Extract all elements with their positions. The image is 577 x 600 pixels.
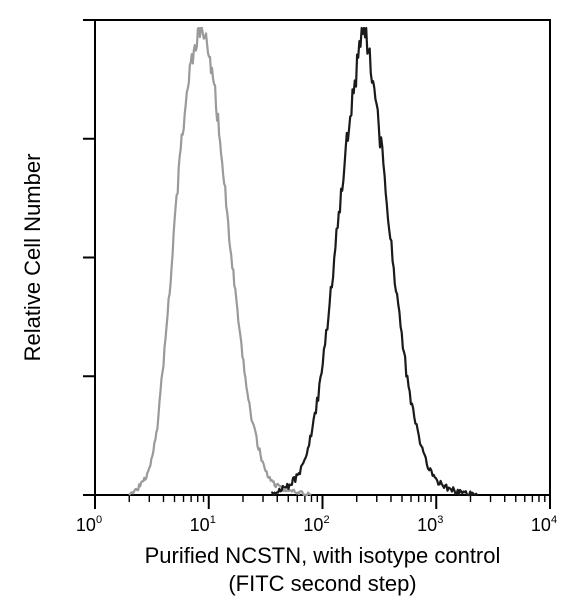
y-axis-label: Relative Cell Number — [20, 154, 45, 362]
x-axis-label-line2: (FITC second step) — [228, 571, 416, 596]
chart-svg: 100101102103104Relative Cell NumberPurif… — [0, 0, 577, 600]
flow-cytometry-histogram: 100101102103104Relative Cell NumberPurif… — [0, 0, 577, 600]
x-axis-label-line1: Purified NCSTN, with isotype control — [145, 543, 501, 568]
